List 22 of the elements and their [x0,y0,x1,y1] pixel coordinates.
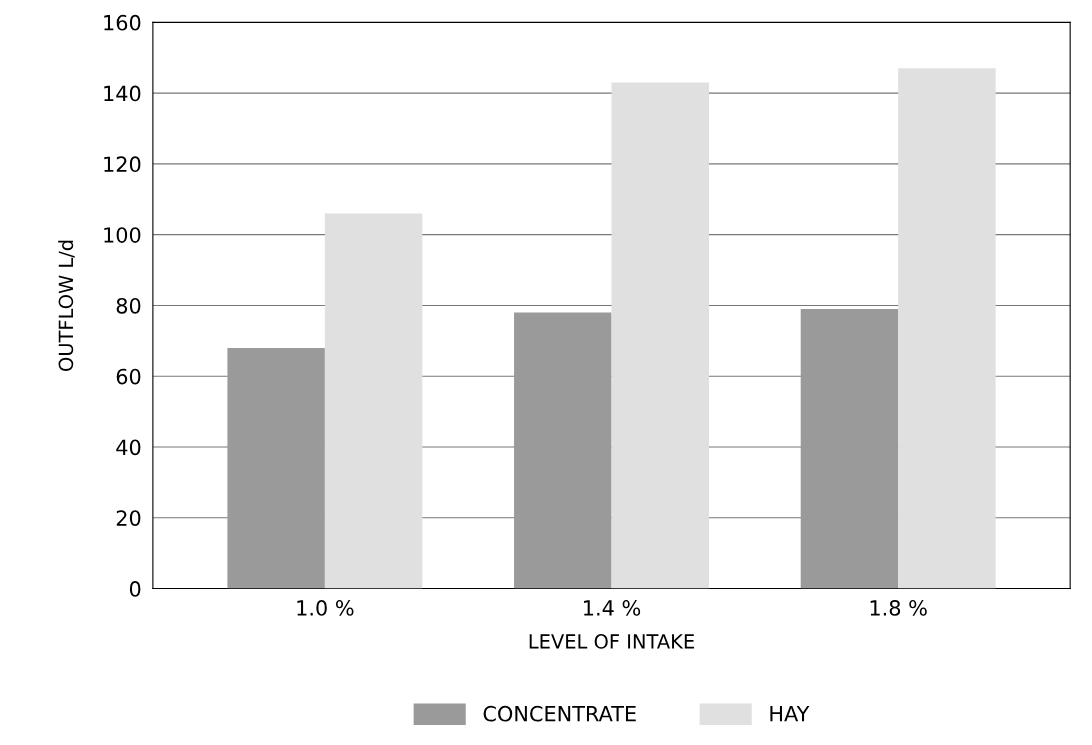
bar [898,68,996,589]
y-tick-label: 160 [104,14,141,31]
x-axis-title: LEVEL OF INTAKE [529,634,694,649]
y-tick-label: 20 [116,510,141,526]
y-tick-label: 140 [104,85,141,102]
y-tick-label: 40 [116,439,141,456]
legend-label: CONCENTRATE [483,705,636,722]
bar [227,347,325,589]
x-tick-label: 1.8 % [870,600,927,616]
x-tick-label: 1.4 % [584,600,641,616]
y-tick-label: 0 [129,581,141,597]
legend-label: HAY [770,706,810,722]
x-tick-label: 1.0 % [297,600,354,616]
bar [611,82,709,589]
bar [514,312,612,589]
bar [324,213,423,589]
y-tick-label: 120 [104,156,141,173]
y-tick-label: 80 [116,297,141,314]
y-axis-title: OUTFLOW L/d [58,240,75,371]
bar [800,308,899,589]
y-tick-label: 100 [104,227,141,243]
y-tick-label: 60 [116,368,141,385]
